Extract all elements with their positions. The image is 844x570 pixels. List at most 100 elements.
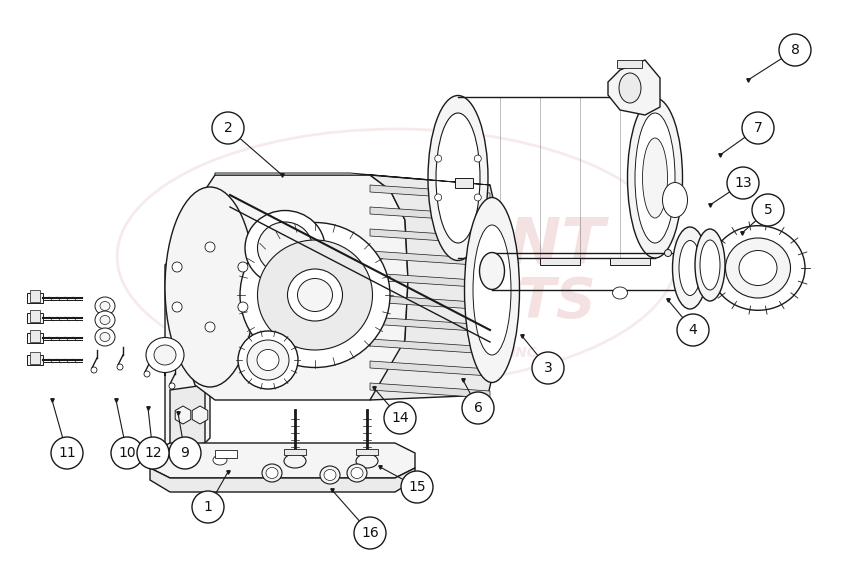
Circle shape [51,437,83,469]
Text: EQUIPMENT: EQUIPMENT [181,214,604,276]
Circle shape [401,471,432,503]
Text: 13: 13 [733,176,751,190]
Ellipse shape [95,311,115,329]
FancyBboxPatch shape [27,293,43,303]
Circle shape [205,322,214,332]
Ellipse shape [95,297,115,315]
Circle shape [462,392,494,424]
Polygon shape [370,229,490,244]
Ellipse shape [100,332,110,341]
Circle shape [169,383,175,389]
Text: 4: 4 [688,323,696,337]
Polygon shape [370,383,490,398]
Circle shape [354,517,386,549]
Ellipse shape [355,454,377,468]
Ellipse shape [297,279,332,311]
Circle shape [238,302,247,312]
Polygon shape [370,185,490,200]
FancyBboxPatch shape [30,310,40,322]
Text: 16: 16 [360,526,378,540]
Text: SPECIALISTS: SPECIALISTS [198,275,595,329]
FancyBboxPatch shape [609,258,649,265]
Ellipse shape [288,455,301,465]
Circle shape [212,112,244,144]
Ellipse shape [284,454,306,468]
Ellipse shape [699,240,719,290]
Ellipse shape [246,340,289,380]
FancyBboxPatch shape [30,330,40,342]
Ellipse shape [245,210,325,286]
Ellipse shape [694,229,724,301]
Ellipse shape [679,241,701,295]
Ellipse shape [146,337,184,373]
Ellipse shape [154,345,176,365]
Circle shape [172,262,181,272]
Circle shape [532,352,563,384]
Ellipse shape [213,455,227,465]
Ellipse shape [436,113,479,243]
Ellipse shape [257,222,312,274]
Ellipse shape [262,464,282,482]
Ellipse shape [287,269,342,321]
Circle shape [192,491,224,523]
Circle shape [473,194,481,201]
Circle shape [778,34,810,66]
Polygon shape [370,273,490,288]
Polygon shape [150,443,414,478]
Circle shape [473,155,481,162]
Ellipse shape [240,222,390,368]
Ellipse shape [612,287,627,299]
Text: 1: 1 [203,500,212,514]
Text: 11: 11 [58,446,76,460]
Circle shape [116,364,123,370]
Polygon shape [165,255,210,448]
Circle shape [91,367,97,373]
Polygon shape [370,295,490,310]
FancyBboxPatch shape [27,333,43,343]
Ellipse shape [479,253,504,290]
FancyBboxPatch shape [539,258,579,265]
Ellipse shape [347,464,366,482]
Text: 9: 9 [181,446,189,460]
Polygon shape [370,361,490,376]
Circle shape [741,112,773,144]
Circle shape [205,242,214,252]
Polygon shape [608,60,659,115]
Text: 6: 6 [473,401,482,415]
Ellipse shape [710,226,804,310]
Ellipse shape [672,227,706,309]
Ellipse shape [464,197,519,382]
Ellipse shape [323,470,336,481]
Text: 12: 12 [144,446,161,460]
Text: 3: 3 [543,361,552,375]
Ellipse shape [363,455,376,465]
Ellipse shape [619,73,641,103]
Ellipse shape [266,467,278,478]
Circle shape [137,437,169,469]
Circle shape [238,262,247,272]
Circle shape [434,155,441,162]
Ellipse shape [662,182,687,218]
Circle shape [143,371,150,377]
FancyBboxPatch shape [454,178,473,188]
Ellipse shape [634,113,674,243]
Text: 7: 7 [753,121,761,135]
Circle shape [676,314,708,346]
Text: 2: 2 [224,121,232,135]
Polygon shape [370,251,490,266]
FancyBboxPatch shape [27,355,43,365]
FancyBboxPatch shape [30,290,40,302]
Polygon shape [370,175,500,400]
Circle shape [751,194,783,226]
Ellipse shape [238,331,298,389]
Ellipse shape [641,138,667,218]
Ellipse shape [257,240,372,350]
Polygon shape [150,468,414,492]
Ellipse shape [95,328,115,346]
Ellipse shape [473,225,511,355]
Ellipse shape [428,96,488,260]
Ellipse shape [100,302,110,311]
Bar [214,450,236,458]
Circle shape [726,167,758,199]
Text: INC: INC [510,347,537,360]
